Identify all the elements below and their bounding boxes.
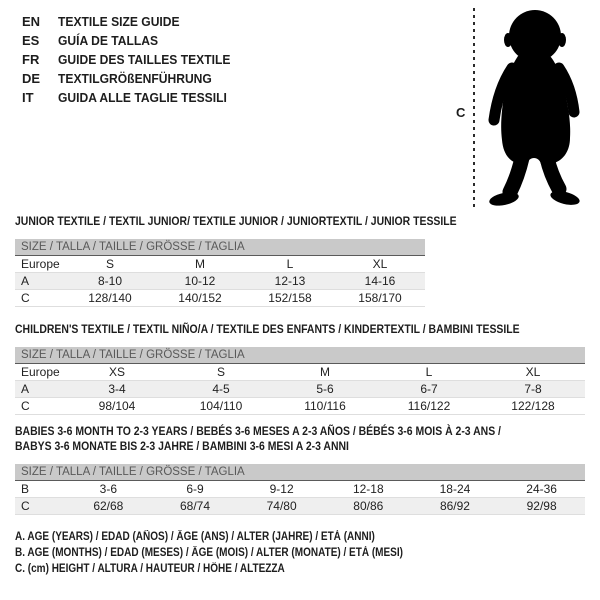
language-list: EN TEXTILE SIZE GUIDE ES GUÍA DE TALLAS … <box>22 12 243 107</box>
size-cell: 80/86 <box>324 497 412 515</box>
height-measure-line <box>473 8 475 210</box>
language-row: ES GUÍA DE TALLAS <box>22 31 243 50</box>
children-size-table: Europe XS S M L XL A 3-4 4-5 5-6 6-7 7-8… <box>15 364 585 415</box>
babies-size-table: B 3-6 6-9 9-12 12-18 18-24 24-36 C 62/68… <box>15 481 585 515</box>
table-row: C 128/140 140/152 152/158 158/170 <box>15 289 425 307</box>
size-cell: 6-9 <box>151 481 239 498</box>
size-cell: 110/116 <box>273 397 377 415</box>
row-label: Europe <box>15 256 65 273</box>
table-row: C 62/68 68/74 74/80 80/86 86/92 92/98 <box>15 497 585 515</box>
size-cell: 68/74 <box>151 497 239 515</box>
size-cell: 24-36 <box>498 481 585 498</box>
height-measure-label: C <box>456 105 466 120</box>
size-cell: 6-7 <box>377 380 481 398</box>
language-title: TEXTILE SIZE GUIDE <box>58 14 180 29</box>
size-cell: 7-8 <box>481 380 585 398</box>
size-cell: XL <box>335 256 425 273</box>
size-cell: S <box>169 364 273 381</box>
size-cell: 152/158 <box>245 289 335 307</box>
row-label: C <box>15 289 65 307</box>
size-cell: 128/140 <box>65 289 155 307</box>
size-cell: 86/92 <box>411 497 499 515</box>
table-title-junior: JUNIOR TEXTILE / TEXTIL JUNIOR/ TEXTILE … <box>15 214 457 228</box>
size-cell: 74/80 <box>238 497 325 515</box>
language-code: IT <box>22 90 34 105</box>
size-cell: 4-5 <box>169 380 273 398</box>
size-cell: 92/98 <box>498 497 585 515</box>
language-title: GUIDA ALLE TAGLIE TESSILI <box>58 90 227 105</box>
size-header-bar: SIZE / TALLA / TAILLE / GRÖSSE / TAGLIA <box>15 464 585 481</box>
size-cell: 5-6 <box>273 380 377 398</box>
size-cell: 140/152 <box>155 289 245 307</box>
language-row: DE TEXTILGRÖßENFÜHRUNG <box>22 69 243 88</box>
table-row: B 3-6 6-9 9-12 12-18 18-24 24-36 <box>15 481 585 498</box>
size-cell: XS <box>65 364 169 381</box>
size-cell: XL <box>481 364 585 381</box>
size-cell: 116/122 <box>377 397 481 415</box>
row-label: C <box>15 497 65 515</box>
language-code: DE <box>22 71 41 86</box>
row-label: Europe <box>15 364 65 381</box>
table-row: A 8-10 10-12 12-13 14-16 <box>15 272 425 290</box>
size-cell: 18-24 <box>411 481 499 498</box>
language-title: GUÍA DE TALLAS <box>58 33 159 48</box>
size-header-bar: SIZE / TALLA / TAILLE / GRÖSSE / TAGLIA <box>15 239 425 256</box>
size-cell: M <box>273 364 377 381</box>
size-cell: 98/104 <box>65 397 169 415</box>
language-code: ES <box>22 33 40 48</box>
language-row: EN TEXTILE SIZE GUIDE <box>22 12 243 31</box>
size-cell: 8-10 <box>65 272 155 290</box>
size-cell: 104/110 <box>169 397 273 415</box>
child-silhouette <box>488 10 580 206</box>
language-code: EN <box>22 14 41 29</box>
row-label: A <box>15 272 65 290</box>
size-cell: 62/68 <box>65 497 152 515</box>
table-row: Europe S M L XL <box>15 256 425 273</box>
footnote-c: C. (cm) HEIGHT / ALTURA / HAUTEUR / HÖHE… <box>15 563 285 575</box>
junior-size-table: Europe S M L XL A 8-10 10-12 12-13 14-16… <box>15 256 425 307</box>
footnote-a: A. AGE (YEARS) / EDAD (AÑOS) / ÂGE (ANS)… <box>15 531 375 543</box>
size-header-bar: SIZE / TALLA / TAILLE / GRÖSSE / TAGLIA <box>15 347 585 364</box>
size-cell: 12-18 <box>324 481 412 498</box>
language-title: TEXTILGRÖßENFÜHRUNG <box>58 71 212 86</box>
row-label: B <box>15 481 65 498</box>
row-label: A <box>15 380 65 398</box>
table-row: A 3-4 4-5 5-6 6-7 7-8 <box>15 380 585 398</box>
footnote-b: B. AGE (MONTHS) / EDAD (MESES) / ÂGE (MO… <box>15 547 403 559</box>
row-label: C <box>15 397 65 415</box>
language-row: IT GUIDA ALLE TAGLIE TESSILI <box>22 88 243 107</box>
footnotes: A. AGE (YEARS) / EDAD (AÑOS) / ÂGE (ANS)… <box>15 529 461 577</box>
size-cell: 3-6 <box>65 481 152 498</box>
language-row: FR GUIDE DES TAILLES TEXTILE <box>22 50 243 69</box>
table-title-children: CHILDREN'S TEXTILE / TEXTIL NIÑO/A / TEX… <box>15 322 520 336</box>
language-code: FR <box>22 52 40 67</box>
size-cell: 12-13 <box>245 272 335 290</box>
size-cell: 158/170 <box>335 289 425 307</box>
size-cell: 14-16 <box>335 272 425 290</box>
size-cell: 122/128 <box>481 397 585 415</box>
table-title-babies: BABIES 3-6 MONTH TO 2-3 YEARS / BEBÉS 3-… <box>15 424 501 453</box>
size-cell: 9-12 <box>238 481 325 498</box>
size-cell: L <box>377 364 481 381</box>
size-cell: 3-4 <box>65 380 169 398</box>
table-row: C 98/104 104/110 110/116 116/122 122/128 <box>15 397 585 415</box>
size-cell: M <box>155 256 245 273</box>
size-cell: 10-12 <box>155 272 245 290</box>
table-row: Europe XS S M L XL <box>15 364 585 381</box>
size-cell: L <box>245 256 335 273</box>
size-cell: S <box>65 256 155 273</box>
language-title: GUIDE DES TAILLES TEXTILE <box>58 52 231 67</box>
